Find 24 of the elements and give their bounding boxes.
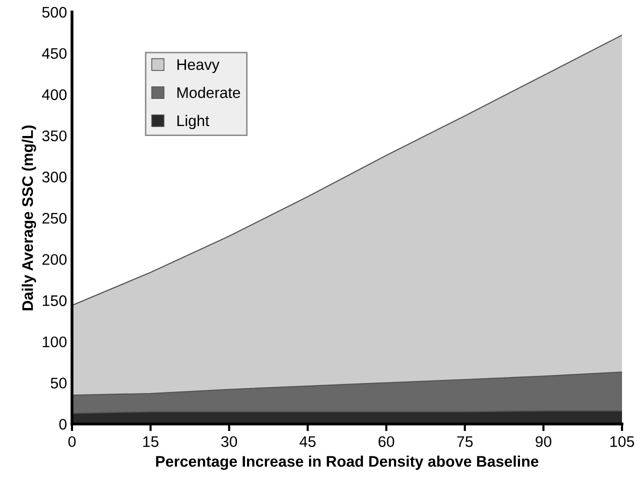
y-tick-label: 0 [59, 418, 67, 430]
x-tick-label: 75 [457, 436, 473, 448]
y-tick-label: 250 [42, 212, 67, 224]
x-tick-label: 30 [221, 436, 238, 448]
y-tick-label: 100 [42, 336, 67, 348]
x-tick-label: 90 [536, 436, 552, 448]
y-tick-label: 300 [42, 172, 67, 182]
y-tick-label: 350 [42, 130, 67, 142]
legend-label: Light [177, 114, 210, 130]
y-tick-label: 450 [42, 48, 67, 59]
y-tick-label: 50 [50, 378, 67, 388]
x-tick-label: 15 [143, 436, 158, 448]
legend-label: Moderate [177, 86, 240, 98]
y-tick-label: 200 [42, 254, 67, 265]
x-tick-label: 60 [378, 436, 394, 448]
y-tick-label: 400 [42, 89, 67, 100]
x-tick-label: 105 [610, 436, 634, 448]
x-tick-label: 45 [300, 436, 316, 448]
y-tick-label: 500 [42, 6, 67, 18]
x-axis-title: Percentage Increase in Road Density above Baseline [156, 456, 538, 470]
legend-label: Heavy [177, 59, 220, 74]
y-axis-title: Daily Average SSC (mg/L) [22, 126, 36, 310]
x-tick-label: 0 [68, 436, 76, 448]
y-tick-label: 150 [42, 295, 67, 306]
